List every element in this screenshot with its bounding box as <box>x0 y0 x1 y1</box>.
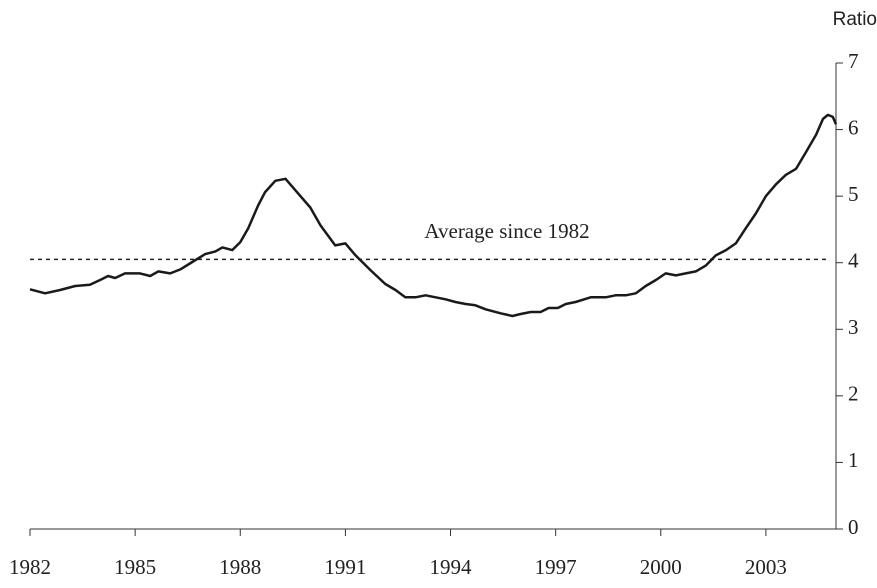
y-tick-label: 2 <box>848 382 859 406</box>
y-tick-label: 5 <box>848 182 859 206</box>
y-tick-label: 0 <box>848 515 859 539</box>
data-line <box>29 113 838 318</box>
x-tick-label: 1985 <box>114 555 156 579</box>
x-tick-label: 1982 <box>9 555 51 579</box>
y-axis-label: Ratio <box>833 9 877 30</box>
x-tick-label: 1988 <box>219 555 261 579</box>
x-tick-label: 1997 <box>535 555 577 579</box>
average-label: Average since 1982 <box>424 219 589 243</box>
x-tick-label: 1994 <box>430 555 473 579</box>
y-tick-label: 7 <box>848 49 859 73</box>
y-tick-label: 1 <box>848 448 859 472</box>
x-tick-label: 2000 <box>640 555 682 579</box>
y-tick-label: 3 <box>848 315 859 339</box>
x-tick-label: 2003 <box>745 555 787 579</box>
y-tick-label: 4 <box>848 249 859 273</box>
x-tick-label: 1991 <box>324 555 366 579</box>
y-tick-label: 6 <box>848 115 859 139</box>
